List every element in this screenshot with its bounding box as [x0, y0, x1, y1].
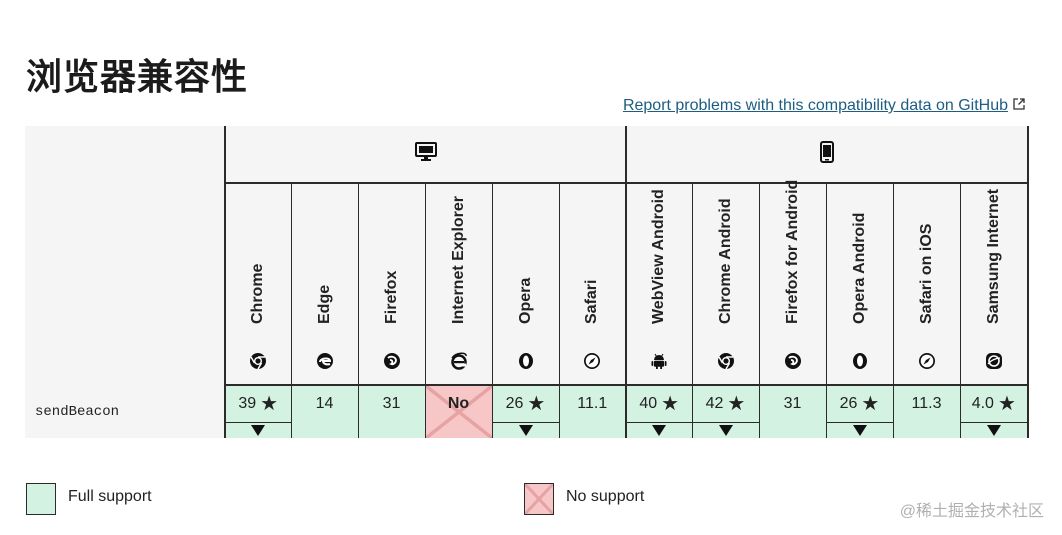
- edge-icon: [316, 352, 334, 370]
- support-cell-safari: 11.1: [558, 385, 626, 438]
- browser-name: Firefox for Android: [783, 179, 801, 324]
- browser-header-safari-on-ios: Safari on iOS: [892, 183, 960, 386]
- star-icon: ★: [260, 393, 279, 415]
- browser-header-webview-android: WebView Android: [625, 183, 692, 386]
- table-row: sendBeacon 39 ★ 14 31 No 26 ★ 11.1 40 ★ 42 ★ 31 26 ★ 11…: [25, 385, 1030, 439]
- legend-full-support-swatch: [26, 483, 56, 515]
- expand-notes-toggle[interactable]: [960, 422, 1028, 439]
- triangle-down-icon: [986, 425, 1001, 436]
- triangle-down-icon: [718, 425, 733, 436]
- browser-name: Firefox: [382, 270, 400, 324]
- browser-header-safari: Safari: [558, 183, 626, 386]
- android-icon: [650, 352, 668, 370]
- external-link-icon: [1013, 98, 1025, 110]
- support-cell-firefox: 31: [357, 385, 425, 438]
- triangle-down-icon: [652, 425, 667, 436]
- support-version: 11.3: [911, 395, 942, 412]
- support-version: 26: [505, 395, 524, 412]
- support-version: No: [447, 395, 470, 412]
- support-version: 11.1: [577, 395, 608, 412]
- compatibility-table: Chrome Edge Firefox Internet Explorer Opera S…: [25, 126, 1030, 439]
- mobile-icon: [820, 140, 835, 163]
- opera-icon: [517, 352, 535, 370]
- browser-header-internet-explorer: Internet Explorer: [424, 183, 492, 386]
- browser-header-samsung-internet: Samsung Internet: [959, 183, 1030, 386]
- support-version: 31: [382, 395, 401, 412]
- support-cell-samsung-internet[interactable]: 4.0 ★: [959, 385, 1030, 439]
- support-version: 39: [238, 395, 257, 412]
- browser-header-chrome-android: Chrome Android: [691, 183, 759, 386]
- legend-no-support-label: No support: [566, 488, 645, 505]
- star-icon: ★: [527, 393, 546, 415]
- support-cell-opera[interactable]: 26 ★: [491, 385, 559, 439]
- triangle-down-icon: [852, 425, 867, 436]
- browser-header-firefox: Firefox: [357, 183, 425, 386]
- platform-header-row: [25, 126, 1030, 385]
- ie-icon: [450, 352, 468, 370]
- support-version: 42: [705, 395, 724, 412]
- support-cell-webview-android[interactable]: 40 ★: [625, 385, 692, 439]
- safari-icon: [918, 352, 936, 370]
- support-version: 40: [639, 395, 658, 412]
- desktop-icon: [414, 141, 437, 161]
- support-cell-firefox-for-android: 31: [758, 385, 826, 438]
- feature-name: sendBeacon: [25, 385, 225, 438]
- expand-notes-toggle[interactable]: [226, 422, 291, 439]
- support-cell-edge: 14: [290, 385, 358, 438]
- browser-header-firefox-for-android: Firefox for Android: [758, 179, 826, 386]
- support-version: 31: [783, 395, 802, 412]
- browser-header-edge: Edge: [290, 183, 358, 386]
- browser-name: Edge: [315, 284, 333, 324]
- browser-name: Opera: [516, 277, 534, 324]
- browser-name: Chrome: [249, 263, 267, 324]
- star-icon: ★: [727, 393, 746, 415]
- watermark: @稀土掘金技术社区: [899, 503, 1044, 520]
- no-support-cross-icon: [425, 386, 492, 438]
- platform-mobile: [624, 126, 1030, 184]
- support-version: 26: [839, 395, 858, 412]
- firefox-icon: [784, 352, 802, 370]
- browser-name: Safari: [583, 279, 601, 324]
- safari-icon: [583, 352, 601, 370]
- triangle-down-icon: [518, 425, 533, 436]
- browser-header-opera: Opera: [491, 183, 559, 386]
- browser-header-row: Chrome Edge Firefox Internet Explorer Opera S…: [25, 179, 1030, 386]
- support-cell-chrome-android[interactable]: 42 ★: [691, 385, 759, 439]
- table-corner: [25, 126, 225, 385]
- legend-no-support-swatch: [524, 483, 554, 515]
- expand-notes-toggle[interactable]: [692, 422, 759, 439]
- report-problems-link[interactable]: Report problems with this compatibility …: [622, 97, 1008, 114]
- page-title: 浏览器兼容性: [26, 56, 249, 99]
- opera-icon: [851, 352, 869, 370]
- support-version: 14: [315, 395, 334, 412]
- support-cell-chrome[interactable]: 39 ★: [224, 385, 291, 439]
- browser-header-chrome: Chrome: [224, 183, 291, 386]
- expand-notes-toggle[interactable]: [627, 422, 692, 439]
- browser-name: Internet Explorer: [449, 195, 467, 324]
- chrome-icon: [249, 352, 267, 370]
- browser-name: WebView Android: [650, 189, 668, 324]
- platform-desktop: [224, 126, 626, 184]
- firefox-icon: [383, 352, 401, 370]
- triangle-down-icon: [251, 425, 266, 436]
- browser-name: Chrome Android: [716, 198, 734, 324]
- support-cell-opera-android[interactable]: 26 ★: [825, 385, 893, 439]
- browser-name: Opera Android: [850, 212, 868, 324]
- star-icon: ★: [861, 393, 880, 415]
- support-version: 4.0: [971, 395, 994, 412]
- browser-name: Safari on iOS: [917, 223, 935, 324]
- browser-name: Samsung Internet: [984, 188, 1002, 324]
- expand-notes-toggle[interactable]: [826, 422, 893, 439]
- expand-notes-toggle[interactable]: [492, 422, 559, 439]
- browser-header-opera-android: Opera Android: [825, 183, 893, 386]
- star-icon: ★: [997, 393, 1016, 415]
- support-cell-internet-explorer: No: [424, 385, 492, 438]
- legend-full-support-label: Full support: [68, 488, 152, 505]
- star-icon: ★: [661, 393, 680, 415]
- support-cell-safari-on-ios: 11.3: [892, 385, 960, 438]
- chrome-icon: [717, 352, 735, 370]
- samsung-icon: [985, 352, 1003, 370]
- no-support-cross-icon: [525, 484, 553, 514]
